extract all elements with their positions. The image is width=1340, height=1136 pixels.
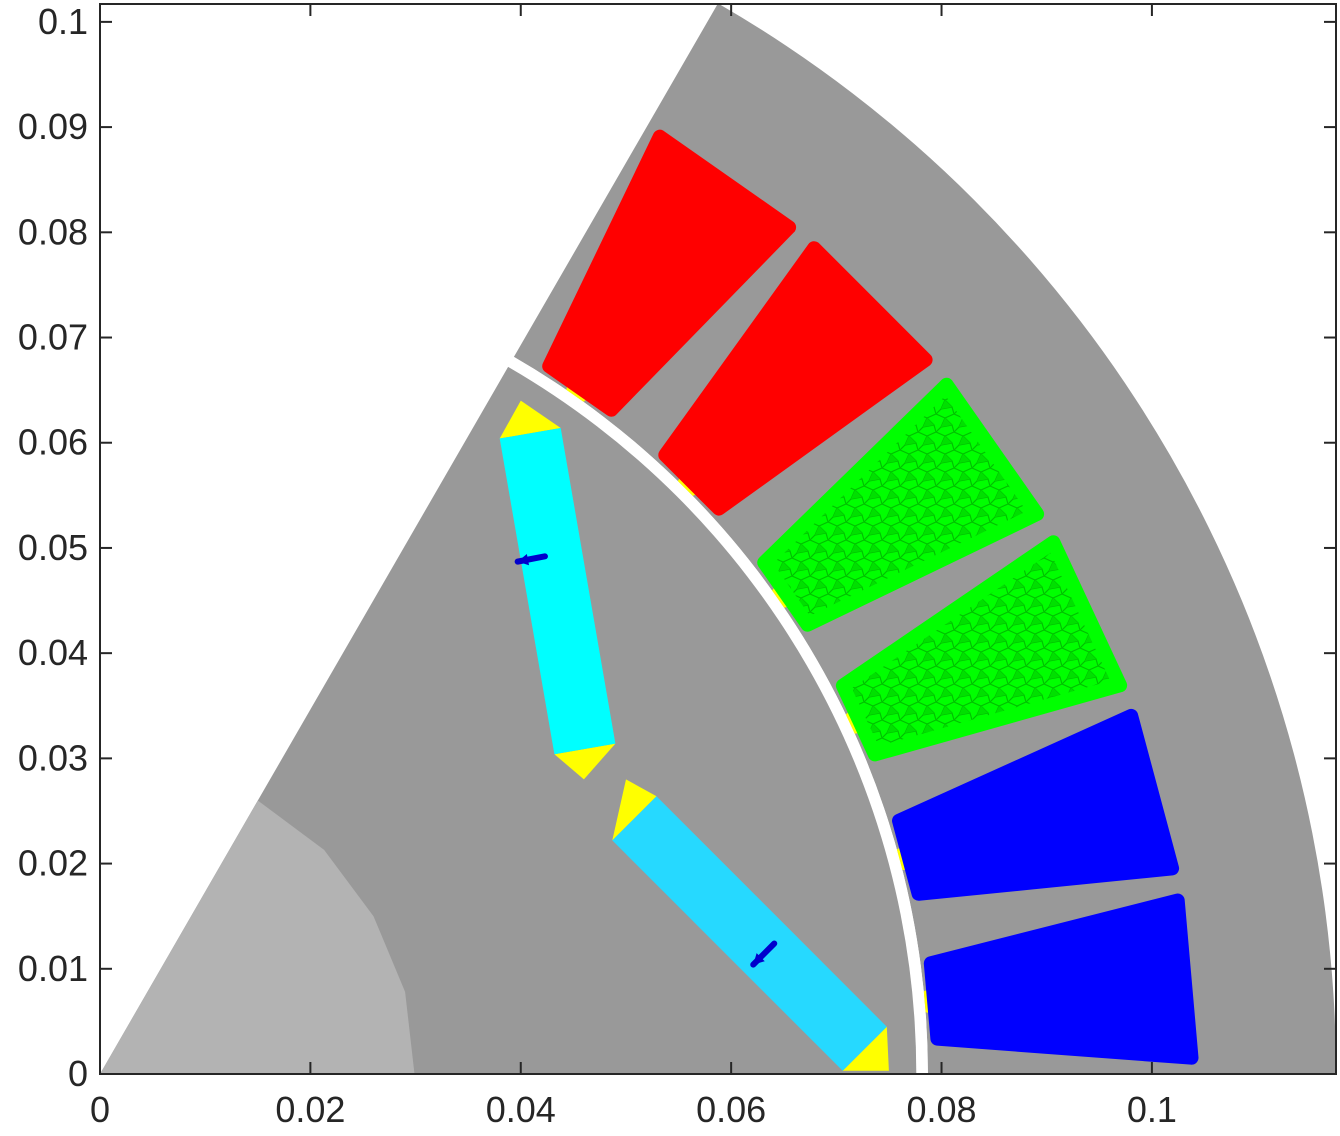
y-tick-label: 0.08 (18, 211, 88, 252)
flux-barrier-4 (842, 1026, 889, 1071)
y-tick-label: 0.03 (18, 737, 88, 778)
x-tick-label: 0.06 (696, 1089, 766, 1130)
y-tick-label: 0 (68, 1053, 88, 1094)
x-tick-label: 0.04 (486, 1089, 556, 1130)
shaft (100, 800, 415, 1074)
x-tick-label: 0 (90, 1089, 110, 1130)
magnetization-arrow-head-2 (753, 953, 765, 965)
x-tick-label: 0.08 (906, 1089, 976, 1130)
flux-barrier-1 (499, 400, 561, 439)
magnet-1 (499, 428, 616, 755)
y-tick-label: 0.05 (18, 527, 88, 568)
slot-phase-a-1 (542, 129, 797, 417)
y-tick-label: 0.09 (18, 106, 88, 147)
y-tick-label: 0.01 (18, 948, 88, 989)
y-tick-label: 0.1 (38, 1, 88, 42)
axes-frame (99, 3, 1337, 1075)
slot-phase-b-3 (757, 377, 1045, 632)
y-tick-label: 0.07 (18, 317, 88, 358)
slot-phase-c-6 (923, 893, 1199, 1065)
slot-phase-b-4 (835, 535, 1128, 762)
x-axis-ticks: 0 0.02 0.04 0.06 0.08 0.1 (90, 4, 1177, 1130)
slot-phase-a-2 (658, 241, 933, 516)
magnet-2 (612, 796, 887, 1071)
x-tick-label: 0.1 (1127, 1089, 1177, 1130)
axes-box (99, 3, 1337, 1075)
y-tick-label: 0.02 (18, 843, 88, 884)
x-tick-label: 0.02 (275, 1089, 345, 1130)
geometry-layer (100, 4, 1336, 1074)
slot-phase-c-5 (892, 708, 1180, 901)
air-gap (508, 356, 928, 1074)
magnetization-arrow-head-1 (517, 553, 530, 566)
y-tick-label: 0.04 (18, 632, 88, 673)
y-axis-ticks: 0 0.01 0.02 0.03 0.04 0.05 0.06 0.07 0.08 0.09 0.1 (18, 1, 1336, 1094)
flux-barrier-2 (554, 743, 616, 780)
y-tick-label: 0.06 (18, 422, 88, 463)
flux-barrier-3 (612, 779, 657, 841)
